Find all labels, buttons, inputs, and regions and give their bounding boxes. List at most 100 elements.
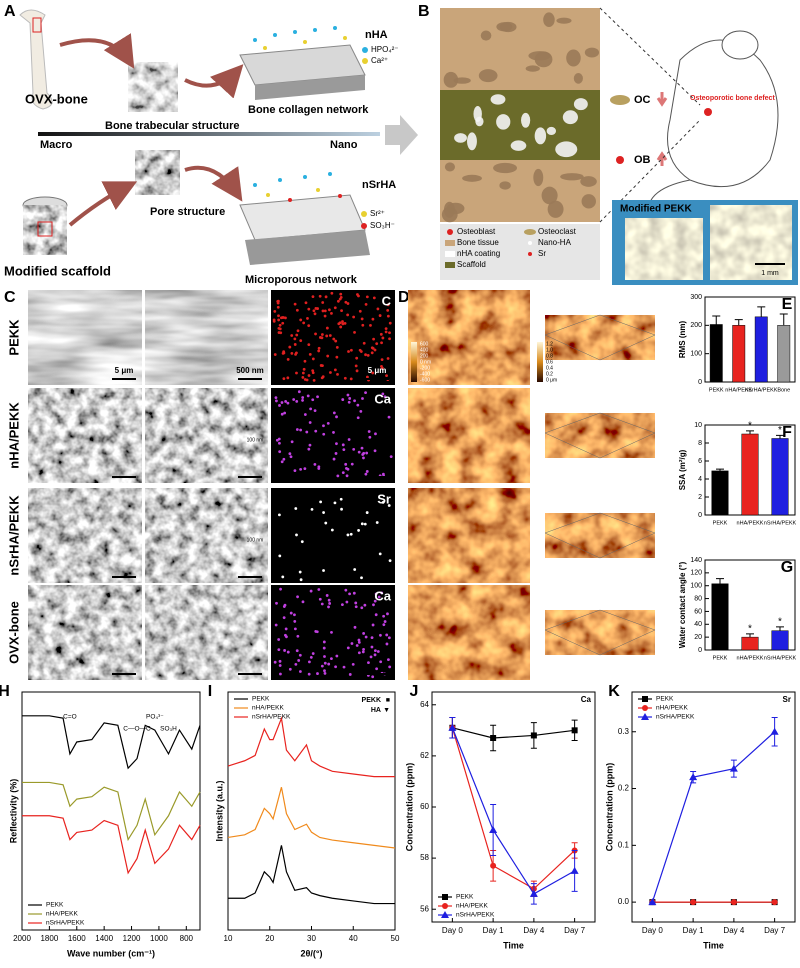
eds-dot — [356, 403, 360, 407]
label: Sr²⁺ — [370, 209, 385, 218]
scale-label: 100 nm — [247, 537, 264, 543]
eds-dot — [330, 291, 334, 295]
eds-dot — [380, 358, 384, 362]
label: Ca²⁺ — [371, 56, 388, 65]
eds-dot — [313, 409, 317, 413]
eds-dot — [380, 341, 383, 345]
y-tick-label: 0.1 — [618, 840, 630, 849]
eds-dot — [293, 620, 297, 623]
eds-dot — [278, 323, 282, 327]
panel-label: G — [781, 559, 793, 576]
color-bar-label: 0.4 — [546, 365, 553, 371]
bar — [754, 316, 768, 383]
legend-label: Osteoclast — [538, 227, 577, 236]
eds-dot — [300, 540, 304, 544]
eds-dot — [339, 497, 343, 501]
y-tick-label: 60 — [420, 802, 429, 811]
eds-dot — [367, 430, 371, 433]
eds-dot — [323, 309, 327, 313]
eds-dot — [307, 324, 311, 328]
bar — [771, 630, 789, 651]
big-arrow — [385, 115, 418, 155]
eds-dot — [354, 601, 358, 605]
eds-dot — [376, 650, 380, 653]
label: nHA — [365, 29, 388, 41]
eds-dot — [311, 295, 315, 299]
eds-dot — [357, 651, 361, 655]
eds-dot — [348, 397, 352, 400]
eds-dot — [357, 638, 361, 642]
chart: H Reflectivity (%) Wave number (cm⁻¹) 2000 1… — [0, 683, 201, 958]
eds-dot — [327, 662, 331, 666]
bar — [741, 433, 759, 516]
y-tick-label: 2 — [698, 494, 702, 501]
x-tick-label: nSrHA/PEKK — [745, 387, 778, 393]
eds-dot — [335, 345, 339, 349]
eds-dot — [295, 428, 299, 431]
pores — [441, 12, 600, 223]
element-label: Sr — [783, 695, 791, 704]
legend-icon — [445, 251, 455, 257]
eds-dot — [341, 398, 345, 401]
y-tick-label: 60 — [694, 608, 702, 615]
eds-dot — [387, 636, 391, 640]
x-axis-label: Time — [703, 940, 724, 950]
eds-dot — [373, 649, 377, 652]
bone-illustration — [19, 9, 53, 110]
eds-dot — [355, 356, 359, 360]
color-bar-label: 1.2 — [546, 341, 553, 347]
eds-dot — [293, 613, 296, 617]
legend-label: nHA/PEKK — [456, 903, 488, 910]
eds-dot — [387, 658, 390, 662]
x-tick-label: 1200 — [123, 934, 141, 943]
eds-dot — [303, 359, 307, 363]
eds-dot — [369, 655, 373, 659]
eds-dot — [311, 652, 315, 655]
eds-dot — [345, 600, 349, 604]
eds-dot — [362, 456, 365, 460]
eds-dot — [328, 334, 332, 337]
color-bar-label: -600 — [420, 377, 430, 383]
marker — [570, 866, 579, 874]
eds-dot — [281, 575, 285, 579]
y-tick-label: 6 — [698, 458, 702, 465]
pore-cube — [135, 150, 180, 195]
eds-dot — [278, 664, 282, 667]
x-tick-label: 10 — [224, 934, 233, 943]
eds-dot — [316, 395, 319, 399]
eds-dot — [339, 325, 343, 329]
y-tick-label: 40 — [694, 621, 702, 628]
eds-dot — [361, 323, 365, 327]
eds-dot — [384, 327, 388, 331]
x-tick-label: 40 — [349, 934, 358, 943]
marker — [442, 903, 448, 909]
eds-dot — [388, 331, 391, 335]
eds-dot — [362, 647, 365, 651]
eds-dot — [326, 421, 330, 425]
eds-dot — [308, 660, 311, 664]
legend-label: nSrHA/PEKK — [252, 714, 291, 721]
pore — [566, 49, 581, 67]
pore — [443, 71, 459, 88]
eds-dot — [306, 317, 309, 320]
chart: K 0.0 0.1 0.2 0.3 Concentration (ppm) Time Day … — [604, 683, 796, 950]
eds-dot — [339, 292, 343, 296]
legend-label: nHA/PEKK — [46, 911, 78, 918]
x-tick-label: PEKK — [709, 387, 724, 393]
eds-dot — [318, 294, 322, 298]
pore — [496, 114, 511, 130]
pore — [490, 94, 506, 105]
pore — [473, 105, 482, 122]
eds-dot — [344, 300, 348, 304]
eds-dot — [323, 669, 326, 673]
eds-dot — [341, 471, 345, 475]
color-bar-label: 200 — [420, 353, 429, 359]
color-bar-label: 0.6 — [546, 359, 553, 365]
eds-dot — [325, 334, 329, 338]
x-axis-label: 2θ/(°) — [301, 948, 323, 958]
error-bar — [779, 313, 788, 326]
label: Microporous network — [245, 274, 358, 286]
x-tick-label: 1800 — [40, 934, 58, 943]
eds-dot — [330, 311, 333, 315]
eds-dot — [336, 474, 340, 478]
